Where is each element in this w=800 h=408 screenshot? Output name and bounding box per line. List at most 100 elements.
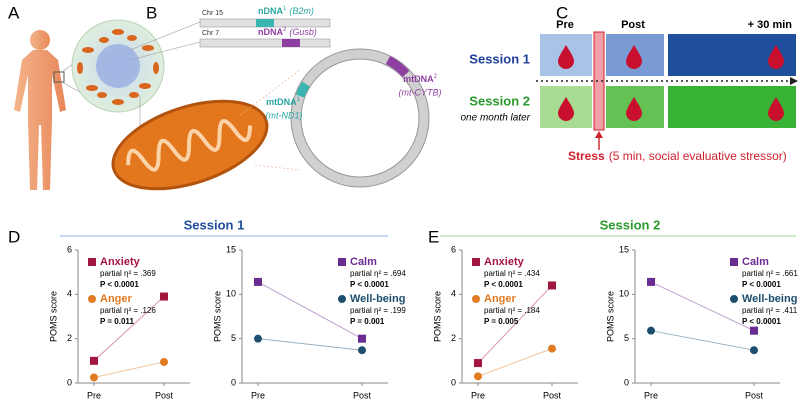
legend-label: Anger xyxy=(100,293,133,305)
effect-size: partial η² = .661 xyxy=(742,269,798,278)
y-tick-label: 0 xyxy=(451,377,456,387)
gene-name: mtDNA xyxy=(266,97,297,107)
marker xyxy=(474,372,482,381)
x-tick-label: Pre xyxy=(251,390,265,400)
legend-label: Calm xyxy=(350,256,377,268)
marker xyxy=(358,334,366,343)
legend-label: Anxiety xyxy=(484,256,525,268)
marker xyxy=(90,373,98,382)
y-tick-label: 0 xyxy=(67,377,72,387)
series-line xyxy=(650,281,755,332)
mitochondria-dots xyxy=(77,29,159,105)
y-tick-label: 15 xyxy=(619,244,629,254)
marker xyxy=(358,346,366,355)
panel-label: A xyxy=(8,3,20,22)
stress-detail: (5 min, social evaluative stressor) xyxy=(609,149,787,163)
section-title: Session 1 xyxy=(184,217,245,232)
effect-size: partial η² = .199 xyxy=(350,306,406,315)
x-tick-label: Pre xyxy=(87,390,101,400)
session-note: one month later xyxy=(461,113,531,124)
series-line xyxy=(477,285,553,364)
y-axis-label: POMS score xyxy=(605,291,615,342)
gene-locus xyxy=(256,19,274,27)
p-value: P < 0.0001 xyxy=(742,280,781,289)
marker xyxy=(750,326,758,335)
gene-locus xyxy=(282,39,300,47)
panel-label: D xyxy=(8,227,20,246)
y-tick-label: 4 xyxy=(451,289,456,299)
gene-label: nDNA1 (B2m) xyxy=(258,6,314,17)
p-value: P < 0.0001 xyxy=(100,280,139,289)
legend-marker xyxy=(88,258,96,266)
gene-name: nDNA xyxy=(258,27,283,37)
series-line xyxy=(257,281,363,340)
effect-size: partial η² = .369 xyxy=(100,269,156,278)
zoom-box xyxy=(53,71,65,83)
marker xyxy=(254,277,262,286)
effect-size: partial η² = .126 xyxy=(100,306,156,315)
effect-size: partial η² = .411 xyxy=(742,306,798,315)
superscript: 2 xyxy=(434,74,438,80)
gene-symbol: (B2m) xyxy=(289,6,314,16)
mtdna-locus xyxy=(295,81,310,98)
y-tick-label: 4 xyxy=(67,289,72,299)
gene-name: nDNA xyxy=(258,6,283,16)
p-value: P = 0.011 xyxy=(100,317,134,326)
y-tick-label: 0 xyxy=(624,377,629,387)
y-tick-label: 5 xyxy=(231,333,236,343)
marker xyxy=(548,281,556,290)
chromosome-label: Chr 7 xyxy=(202,30,219,37)
timeline-arrow xyxy=(790,77,798,85)
marker xyxy=(160,357,168,366)
marker xyxy=(474,359,482,368)
y-tick-label: 6 xyxy=(67,244,72,254)
legend-label: Anger xyxy=(484,293,517,305)
legend-marker xyxy=(472,258,480,266)
legend-marker xyxy=(338,295,346,303)
effect-size: partial η² = .184 xyxy=(484,306,540,315)
session-label: Session 2 xyxy=(469,93,530,108)
effect-size: partial η² = .694 xyxy=(350,269,406,278)
series-line xyxy=(477,348,553,377)
p-value: P < 0.0001 xyxy=(484,280,523,289)
marker xyxy=(254,334,262,343)
chromosome-label: Chr 15 xyxy=(202,10,223,17)
session-label: Session 1 xyxy=(469,51,530,66)
superscript: 1 xyxy=(283,6,287,12)
marker xyxy=(750,346,758,355)
x-tick-label: Pre xyxy=(471,390,485,400)
series-line xyxy=(93,361,165,378)
nucleus xyxy=(96,44,140,88)
gene-symbol: (mt-CYTB) xyxy=(399,87,442,97)
stress-bar xyxy=(593,31,605,131)
y-tick-label: 2 xyxy=(67,333,72,343)
legend-marker xyxy=(338,258,346,266)
human-figure xyxy=(14,30,66,190)
legend-marker xyxy=(88,295,96,303)
marker xyxy=(90,356,98,365)
panel-label: E xyxy=(428,227,439,246)
x-tick-label: Post xyxy=(543,390,562,400)
series-line xyxy=(650,330,755,351)
p-value: P < 0.0001 xyxy=(350,280,389,289)
x-tick-label: Pre xyxy=(644,390,658,400)
stress-arrow-head xyxy=(595,131,603,138)
legend-marker xyxy=(730,258,738,266)
stress-label: Stress (5 min, social evaluative stressor… xyxy=(568,149,787,163)
superscript: 1 xyxy=(297,97,301,103)
mitochondrion xyxy=(111,99,269,191)
legend-marker xyxy=(472,295,480,303)
mtdna-locus xyxy=(385,56,410,78)
zoom-line xyxy=(129,41,201,61)
gene-symbol: (Gusb) xyxy=(289,27,317,37)
zoom-line xyxy=(254,164,301,171)
x-tick-label: Post xyxy=(155,390,174,400)
gene-symbol: (mt-ND1) xyxy=(266,110,303,120)
y-tick-label: 5 xyxy=(624,333,629,343)
section-title: Session 2 xyxy=(600,217,661,232)
p-value: P = 0.005 xyxy=(484,317,519,326)
gene-name: mtDNA xyxy=(403,74,434,84)
y-tick-label: 10 xyxy=(226,289,236,299)
series-line xyxy=(93,296,165,362)
